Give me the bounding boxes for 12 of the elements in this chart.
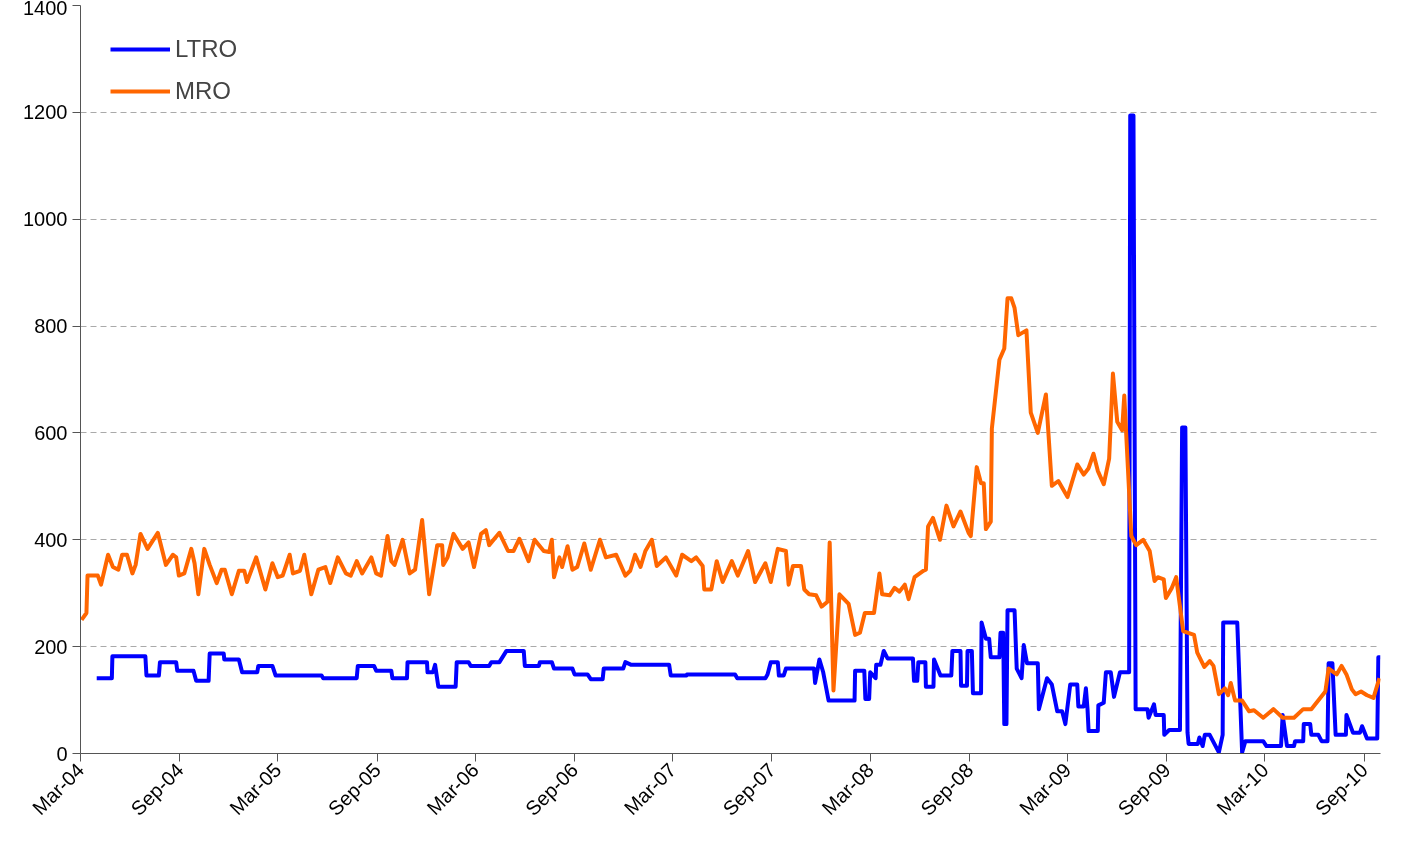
line-series [94, 113, 1381, 754]
line-series [80, 296, 1381, 720]
y-tick-label: 1200 [23, 101, 68, 124]
legend-label: LTRO [175, 35, 238, 63]
y-tick-label: 0 [56, 742, 68, 765]
y-tick-label: 600 [34, 421, 68, 444]
y-tick-label: 1000 [23, 208, 68, 231]
y-tick-label: 200 [34, 635, 68, 658]
y-tick-label: 400 [34, 528, 68, 551]
y-tick-label: 1400 [23, 0, 68, 19]
legend-label: MRO [175, 77, 231, 105]
y-tick-label: 800 [34, 315, 68, 338]
